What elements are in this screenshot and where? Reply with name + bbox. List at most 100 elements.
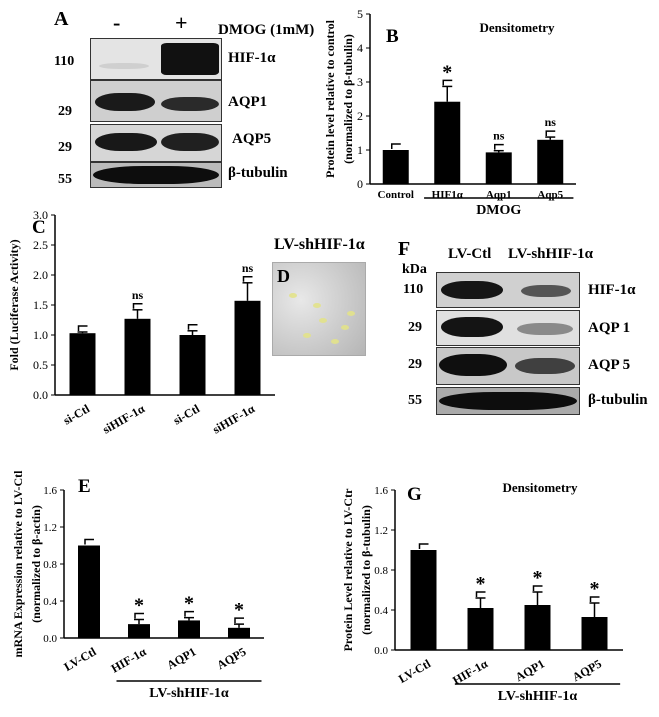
chart-b: 0 1 2 3 4 5 Protein level relative to control (… [323, 7, 576, 218]
category-label: HIF-1α [450, 656, 490, 687]
group-label: DMOG [476, 203, 521, 218]
panel-a-protein: AQP5 [232, 131, 272, 147]
panel-a-protein: AQP1 [228, 94, 268, 110]
band [439, 392, 577, 410]
significance-bracket [77, 325, 88, 331]
chart-title: Densitometry [502, 480, 578, 495]
bar [78, 545, 100, 638]
significance-label: ns [242, 261, 254, 275]
bar [581, 617, 608, 650]
y-axis-label: (normalized to β-tubulin) [341, 34, 355, 164]
panel-letter: C [32, 217, 46, 238]
significance-bracket [589, 596, 600, 602]
y-tick-label: 1.0 [33, 328, 48, 342]
y-tick-label: 3 [357, 75, 363, 89]
bar [467, 608, 494, 650]
panel-a-marker: 29 [58, 140, 72, 155]
panel-a-marker: 55 [58, 172, 72, 187]
y-tick-label: 0.4 [374, 605, 388, 617]
panel-d-title: LV-shHIF-1α [274, 236, 365, 253]
band [161, 43, 219, 75]
significance-bracket [242, 276, 253, 282]
category-label: si-Ctl [61, 401, 93, 427]
category-label: AQP5 [214, 644, 248, 672]
y-tick-label: 0.0 [43, 633, 57, 645]
panel-f-col2: LV-shHIF-1α [508, 246, 594, 262]
category-label: si-Ctl [171, 401, 203, 427]
y-tick-label: 5 [357, 7, 363, 21]
significance-bracket [545, 130, 556, 137]
y-tick-label: 0.5 [33, 358, 48, 372]
y-tick-label: 0.0 [374, 645, 388, 657]
chart-title: Densitometry [479, 20, 555, 35]
category-label: AQP1 [164, 644, 198, 672]
y-tick-label: 0.8 [374, 565, 388, 577]
significance-label: * [134, 595, 144, 617]
panel-f-protein: AQP 1 [588, 320, 631, 336]
significance-label: * [476, 573, 486, 595]
blot-a-aqp1 [90, 80, 222, 122]
bar [234, 300, 261, 395]
significance-label: * [184, 593, 194, 615]
y-tick-label: 1.2 [374, 525, 388, 537]
bar [179, 335, 206, 395]
category-label: Aqp5 [537, 189, 563, 201]
significance-bracket [475, 591, 486, 597]
significance-label: * [533, 567, 543, 589]
bar [524, 605, 551, 650]
category-label: LV-Ctl [396, 656, 434, 686]
bar [228, 627, 250, 638]
panel-f-marker: 55 [408, 393, 422, 408]
y-axis-label: (normalized to β-actin) [29, 505, 43, 623]
significance-bracket [134, 612, 144, 619]
blot-a-aqp5 [90, 124, 222, 162]
panel-f-protein: β-tubulin [588, 392, 648, 408]
bar [537, 139, 564, 184]
y-axis-label: Protein level relative to control [323, 19, 337, 178]
band [439, 354, 507, 376]
significance-label: * [590, 578, 600, 600]
category-label: AQP1 [513, 656, 547, 684]
y-tick-label: 1.6 [374, 485, 388, 497]
band [515, 358, 575, 374]
band [95, 93, 155, 111]
chart-e: 0.0 0.4 0.8 1.2 1.6 mRNA Expression relative … [11, 470, 264, 701]
significance-bracket [494, 143, 504, 150]
panel-f-letter: F [398, 238, 411, 260]
panel-f-marker: 29 [408, 357, 422, 372]
y-tick-label: 1 [357, 143, 363, 157]
band [517, 323, 573, 335]
blot-a-tubulin [90, 162, 222, 188]
panel-a-protein: β-tubulin [228, 165, 288, 181]
band [441, 317, 503, 337]
significance-bracket [234, 617, 244, 624]
band [161, 133, 219, 151]
panel-letter: B [386, 26, 399, 47]
significance-label: ns [132, 288, 144, 302]
bar [178, 620, 200, 638]
y-tick-label: 2 [357, 109, 363, 123]
significance-bracket [532, 585, 543, 591]
chart-c: 0.0 0.5 1.0 1.5 2.0 2.5 3.0 Fold (Luciferase Ac… [7, 208, 275, 437]
panel-f-marker: 110 [403, 282, 424, 297]
blot-f-aqp1 [436, 310, 580, 346]
y-tick-label: 1.2 [43, 522, 57, 534]
y-tick-label: 1.5 [33, 298, 48, 312]
panel-a-letter: A [54, 8, 69, 30]
y-axis-label: (normalized to β-tubulin) [359, 505, 373, 635]
significance-bracket [391, 143, 401, 149]
significance-label: ns [493, 129, 505, 143]
significance-bracket [187, 324, 198, 330]
y-tick-label: 2.0 [33, 268, 48, 282]
y-tick-label: 2.5 [33, 238, 48, 252]
panel-a-marker: 29 [58, 104, 72, 119]
panel-a-marker: 110 [54, 54, 75, 69]
band [99, 63, 149, 69]
band [161, 97, 219, 111]
panel-a-treatment: DMOG (1mM) [218, 22, 315, 38]
y-tick-label: 0.4 [43, 596, 57, 608]
significance-bracket [132, 303, 143, 309]
y-tick-label: 4 [357, 41, 363, 55]
y-tick-label: 0.8 [43, 559, 57, 571]
band [95, 133, 157, 151]
